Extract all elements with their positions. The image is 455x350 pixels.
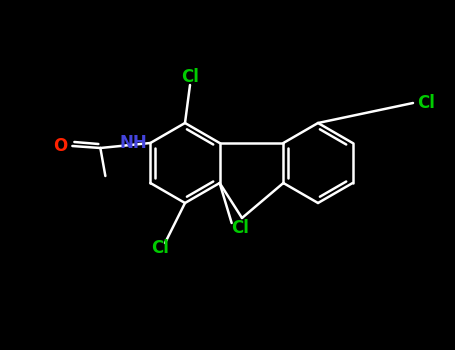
Text: O: O — [53, 137, 67, 155]
Text: Cl: Cl — [181, 68, 199, 86]
Text: Cl: Cl — [151, 239, 169, 257]
Text: NH: NH — [120, 134, 147, 152]
Text: Cl: Cl — [417, 94, 435, 112]
Text: Cl: Cl — [231, 219, 248, 237]
